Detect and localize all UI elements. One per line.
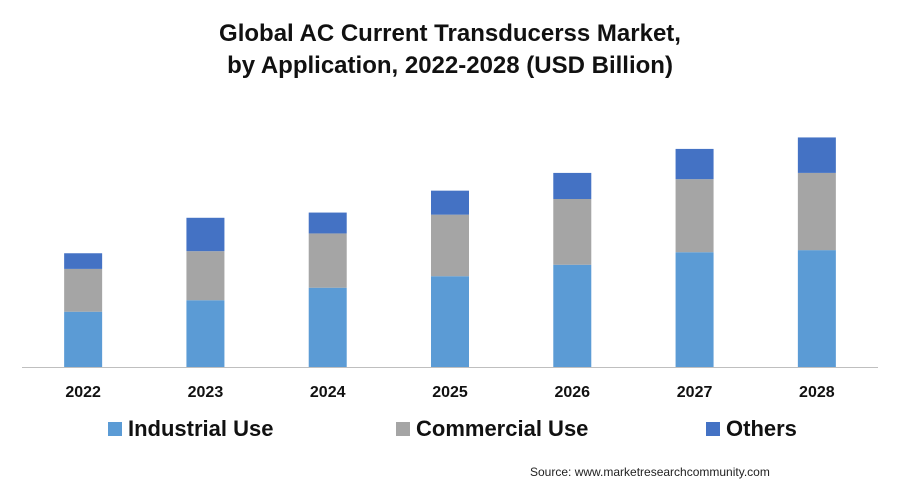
legend-item-industrial-use: Industrial Use <box>108 416 273 442</box>
bar-commercial-use-2026 <box>553 199 592 265</box>
x-tick-label: 2026 <box>554 384 590 401</box>
bar-commercial-use-2024 <box>308 233 347 288</box>
bar-others-2025 <box>431 190 469 215</box>
legend-label-commercial-use: Commercial Use <box>416 416 589 441</box>
x-tick-label: 2027 <box>677 384 713 401</box>
legend-swatch-industrial-use <box>108 422 122 436</box>
x-tick-label: 2023 <box>188 384 224 401</box>
legend-item-others: Others <box>706 416 797 442</box>
legend-label-industrial-use: Industrial Use <box>128 416 274 441</box>
x-tick-label: 2025 <box>432 384 468 401</box>
bar-commercial-use-2022 <box>64 268 103 312</box>
legend-item-commercial-use: Commercial Use <box>396 416 588 442</box>
x-tick-label: 2028 <box>799 384 835 401</box>
bar-commercial-use-2023 <box>186 251 225 301</box>
bar-others-2027 <box>675 148 714 180</box>
bar-others-2023 <box>186 217 225 252</box>
bar-others-2028 <box>797 137 836 173</box>
bar-others-2022 <box>64 253 103 269</box>
bar-industrial-use-2028 <box>797 250 836 367</box>
bar-commercial-use-2027 <box>675 179 714 253</box>
bar-industrial-use-2023 <box>186 300 225 367</box>
bar-industrial-use-2022 <box>64 311 103 367</box>
source-note: Source: www.marketresearchcommunity.com <box>530 465 770 479</box>
bar-industrial-use-2026 <box>553 264 592 367</box>
bar-industrial-use-2027 <box>675 252 714 367</box>
bar-others-2024 <box>308 212 347 234</box>
legend-swatch-commercial-use <box>396 422 410 436</box>
bar-commercial-use-2028 <box>797 172 836 251</box>
bar-industrial-use-2025 <box>431 276 469 367</box>
title-line-1: Global AC Current Transducerss Market, <box>219 20 681 47</box>
x-tick-label: 2024 <box>310 384 346 401</box>
x-tick-label: 2022 <box>65 384 101 401</box>
bar-industrial-use-2024 <box>308 287 347 367</box>
title-line-2: by Application, 2022-2028 (USD Billion) <box>227 52 673 79</box>
stacked-bar-chart: 2022 2023 2024 2025 2026 2027 2028 <box>22 137 878 401</box>
legend-swatch-others <box>706 422 720 436</box>
chart-title: Global AC Current Transducerss Market, b… <box>0 18 900 82</box>
bar-commercial-use-2025 <box>431 214 469 277</box>
legend-label-others: Others <box>726 416 797 441</box>
legend: Industrial Use Commercial Use Others <box>0 416 900 446</box>
bar-others-2026 <box>553 172 592 199</box>
